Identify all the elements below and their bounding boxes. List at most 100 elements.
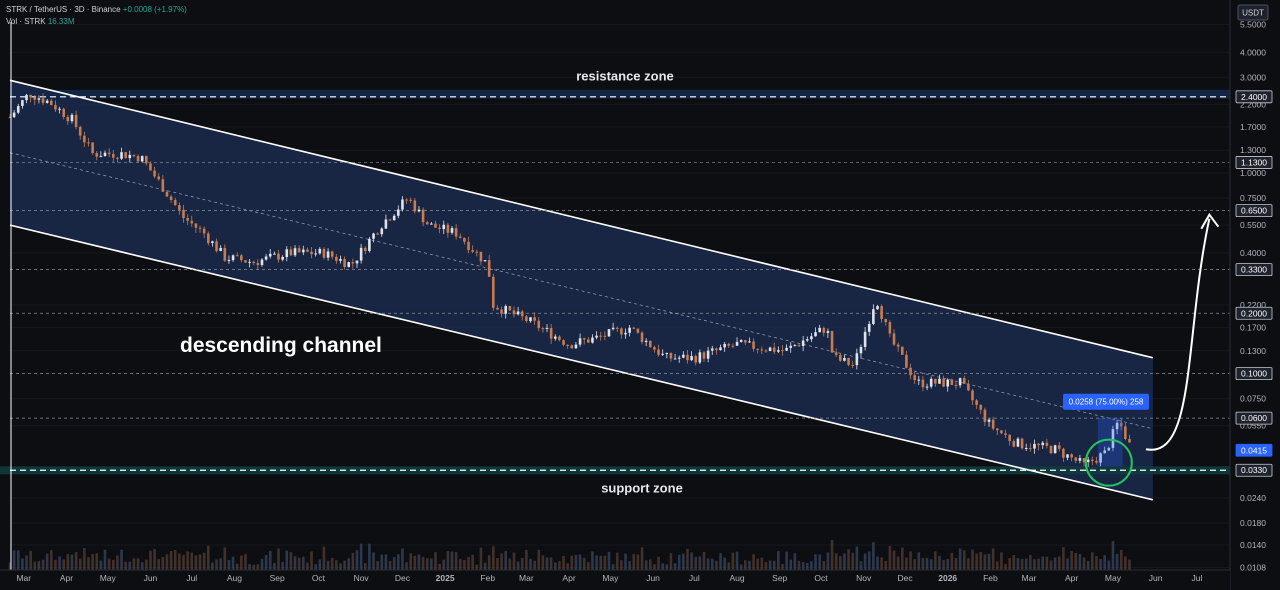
- volume-bar: [190, 552, 194, 570]
- volume-bar: [54, 559, 57, 570]
- volume-bar: [310, 551, 313, 570]
- volume-bar: [702, 551, 706, 570]
- candle-body: [1082, 458, 1086, 463]
- candle-body: [492, 276, 495, 308]
- volume-bar: [281, 561, 284, 570]
- volume-bar: [950, 552, 954, 570]
- candle-body: [1078, 458, 1082, 461]
- volume-bar: [12, 550, 16, 570]
- candle-body: [25, 94, 28, 101]
- time-tick-label: May: [100, 573, 117, 583]
- volume-bar: [1004, 563, 1007, 570]
- candle-body: [1045, 442, 1049, 446]
- volume-bar: [929, 559, 933, 570]
- candle-body: [318, 248, 322, 254]
- candle-body: [306, 249, 309, 252]
- price-level-tag: [1235, 204, 1273, 217]
- price-tick-label: 2.2000: [1240, 99, 1266, 109]
- volume-bar: [372, 552, 375, 570]
- volume-bar: [1111, 541, 1115, 570]
- volume-bar: [165, 554, 169, 570]
- price-tick-label: 0.0240: [1240, 493, 1266, 503]
- volume-bar: [942, 559, 945, 570]
- volume-bar: [463, 560, 466, 570]
- candle-body: [37, 98, 41, 100]
- volume-bar: [1000, 552, 1003, 570]
- price-tick-label: 0.1300: [1240, 346, 1266, 356]
- volume-bar: [991, 548, 995, 570]
- candle-body: [351, 262, 355, 264]
- volume-bar: [884, 561, 888, 570]
- volume-bar: [430, 558, 433, 570]
- candle-body: [310, 251, 313, 255]
- candle-body: [979, 404, 983, 410]
- candle-body: [830, 331, 834, 353]
- volume-bar: [256, 564, 260, 570]
- volume-bar: [293, 556, 297, 570]
- volume-bar: [830, 540, 834, 570]
- price-level-tag: [1235, 411, 1273, 425]
- candle-body: [1020, 438, 1024, 449]
- candle-body: [70, 114, 74, 122]
- candle-body: [954, 385, 958, 387]
- price-tick-label: 0.7500: [1240, 193, 1266, 203]
- candle-body: [595, 335, 598, 338]
- candle-body: [1016, 438, 1020, 447]
- channel-lower-line: [9, 224, 1154, 501]
- volume-bar: [872, 542, 875, 570]
- volume-bar: [301, 556, 305, 570]
- candle-body: [925, 386, 929, 388]
- volume-bar: [475, 564, 479, 570]
- volume-bar: [562, 556, 565, 570]
- volume-bar: [343, 560, 346, 570]
- price-level-tag-label: 1.1300: [1241, 157, 1267, 167]
- candle-body: [248, 261, 251, 263]
- candle-body: [252, 261, 256, 264]
- volume-bar: [1103, 555, 1106, 570]
- time-tick-label: Aug: [227, 573, 242, 583]
- volume-bar: [719, 553, 722, 570]
- volume-bar: [570, 555, 574, 570]
- candle-body: [578, 338, 582, 345]
- volume-bar: [797, 560, 801, 570]
- candle-body: [355, 260, 359, 264]
- volume-bar: [880, 557, 883, 570]
- volume-bar: [244, 554, 247, 570]
- candle-body: [74, 114, 78, 127]
- volume-bar: [805, 562, 809, 570]
- candle-body: [103, 152, 107, 157]
- volume-bar: [314, 564, 317, 570]
- candle-body: [706, 350, 710, 359]
- price-level-tag: [1235, 263, 1273, 277]
- volume-bar: [45, 553, 49, 570]
- candle-body: [909, 367, 912, 376]
- candle-body: [657, 349, 660, 355]
- volume-bar: [636, 554, 640, 570]
- time-tick-label: Jul: [1192, 573, 1203, 583]
- volume-bar: [1074, 552, 1078, 570]
- candle-body: [855, 353, 859, 366]
- price-level-tag: [1235, 463, 1273, 477]
- time-tick-label: Sep: [772, 573, 787, 583]
- price-change: +0.0008 (+1.97%): [122, 5, 187, 14]
- candle-body: [669, 352, 673, 359]
- volume-bar: [1037, 558, 1040, 570]
- volume-bar: [611, 564, 615, 570]
- candle-body: [702, 352, 706, 359]
- volume-bar: [417, 554, 421, 570]
- volume-bar: [715, 560, 718, 570]
- volume-bar: [145, 559, 148, 570]
- volume-bar: [525, 549, 528, 570]
- volume-bar: [553, 562, 557, 570]
- time-tick-label: Mar: [16, 573, 31, 583]
- volume-bar: [962, 550, 966, 570]
- volume-bar: [921, 557, 925, 570]
- volume-bar: [397, 554, 400, 570]
- resistance-zone-label: resistance zone: [576, 68, 674, 83]
- volume-bar: [41, 559, 45, 570]
- currency-badge[interactable]: [1237, 4, 1269, 21]
- volume-bar: [987, 553, 991, 570]
- candle-body: [417, 209, 421, 212]
- time-tick-label: Feb: [480, 573, 495, 583]
